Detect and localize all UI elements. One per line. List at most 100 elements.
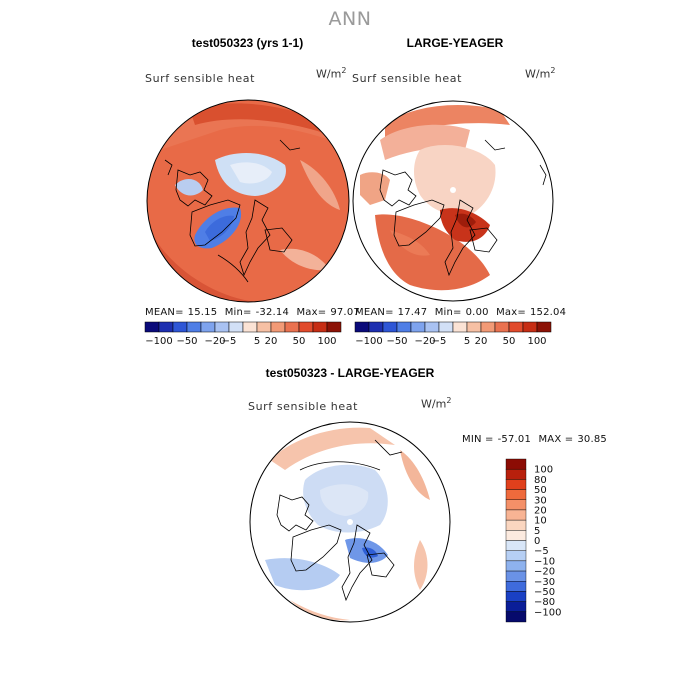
panel-1-colorbar-tick-label: 50	[293, 336, 306, 347]
panel-2-map-border	[352, 100, 554, 302]
panel-1-colorbar-tick-label: −50	[176, 336, 197, 347]
panel-1-colorbar-tick-label: 5	[254, 336, 260, 347]
panel-1-map	[147, 100, 349, 302]
panel-1-colorbar-swatch	[256, 321, 272, 333]
difference-colorbar-level-label: −80	[534, 597, 555, 608]
panel-2-colorbar-swatch	[480, 321, 496, 333]
panel-2-colorbar-swatch	[466, 321, 482, 333]
difference-colorbar-swatch	[505, 611, 527, 623]
difference-colorbar-level-label: 100	[534, 465, 553, 476]
panel-1-colorbar-swatch	[144, 321, 160, 333]
panel-2-map	[353, 101, 553, 301]
panel-1-colorbar-tick-label: −5	[222, 336, 237, 347]
panel-1-colorbar-swatch	[228, 321, 244, 333]
panel-2-units: W/m2	[525, 66, 556, 81]
panel-2-colorbar-swatch	[438, 321, 454, 333]
difference-colorbar-swatch	[505, 479, 527, 490]
panel-2-colorbar-swatch	[396, 321, 412, 333]
panel-2-variable: Surf sensible heat	[352, 72, 462, 85]
panel-1-colorbar-swatch	[214, 321, 230, 333]
panel-3-title: test050323 - LARGE-YEAGER	[265, 366, 435, 380]
panel-2-colorbar-swatch	[536, 321, 552, 333]
panel-2-colorbar-tick-label: 50	[503, 336, 516, 347]
panel-1-title: test050323 (yrs 1-1)	[191, 36, 304, 50]
panel-2-colorbar-swatch	[382, 321, 398, 333]
difference-colorbar-level-label: 0	[534, 536, 540, 547]
panel-1-colorbar: −100 −50 −20−5 5 20 50 100	[144, 321, 342, 347]
panel-2-colorbar-swatch	[508, 321, 524, 333]
panel-3-map-border	[249, 421, 451, 623]
panel-1-colorbar-swatch	[284, 321, 300, 333]
panel-2-title: LARGE-YEAGER	[406, 36, 504, 50]
panel-3-stats: MIN = -57.01 MAX = 30.85	[462, 434, 607, 445]
difference-colorbar-level-label: −5	[534, 546, 549, 557]
figure-title: ANN	[328, 8, 372, 30]
difference-colorbar-swatch	[505, 601, 527, 613]
panel-1-colorbar-swatch	[298, 321, 314, 333]
panel-1-stats: MEAN= 15.15 Min= -32.14 Max= 97.07	[145, 307, 360, 318]
panel-1-colorbar-swatch	[172, 321, 188, 333]
panel-1-map-border	[146, 99, 350, 303]
panel-2-colorbar-swatch	[354, 321, 370, 333]
difference-colorbar-level-label: −50	[534, 587, 555, 598]
panel-3-coastlines	[276, 439, 403, 602]
difference-colorbar-level-label: 5	[534, 526, 540, 537]
difference-colorbar-swatch	[505, 581, 527, 592]
difference-colorbar-swatch	[505, 519, 527, 531]
panel-2-colorbar-swatch	[452, 321, 468, 333]
difference-colorbar-swatch	[505, 468, 527, 480]
panel-2-colorbar-tick-label: −50	[386, 336, 407, 347]
panel-2-colorbar-swatch	[368, 321, 384, 333]
panel-2-colorbar-tick-label: 20	[475, 336, 488, 347]
difference-colorbar-level-label: −20	[534, 567, 555, 578]
panel-2-colorbar-swatch	[424, 321, 440, 333]
panel-3-units: W/m2	[421, 396, 452, 411]
panel-3-pole-marker	[347, 519, 353, 525]
panel-2-coastlines	[379, 139, 547, 277]
panel-2-colorbar-tick-label: −5	[432, 336, 447, 347]
difference-colorbar-swatch	[505, 591, 527, 602]
panel-2-stats: MEAN= 17.47 Min= 0.00 Max= 152.04	[355, 307, 567, 318]
panel-1-variable: Surf sensible heat	[145, 72, 255, 85]
panel-1-colorbar-swatch	[200, 321, 216, 333]
difference-colorbar-level-label: 20	[534, 505, 547, 516]
panel-3-variable: Surf sensible heat	[248, 400, 358, 413]
difference-colorbar-swatch	[505, 570, 527, 582]
panel-1-colorbar-swatch	[270, 321, 286, 333]
panel-1-colorbar-swatch	[326, 321, 342, 333]
panel-2-colorbar-tick-label: 5	[464, 336, 470, 347]
panel-2-colorbar-tick-label: −20	[414, 336, 435, 347]
difference-colorbar-swatch	[505, 458, 527, 470]
difference-colorbar-swatch	[505, 489, 527, 500]
panel-2-colorbar-swatch	[522, 321, 538, 333]
difference-colorbar-level-label: 30	[534, 495, 547, 506]
panel-1-colorbar-tick-label: −100	[145, 336, 172, 347]
difference-colorbar-level-label: 50	[534, 485, 547, 496]
panel-1-coastlines	[164, 139, 301, 283]
panel-2-colorbar: −100 −50 −20−5 5 20 50 100	[354, 321, 552, 347]
difference-colorbar-level-label: −30	[534, 577, 555, 588]
panel-1-colorbar-swatch	[158, 321, 174, 333]
difference-colorbar-swatch	[505, 499, 527, 511]
difference-colorbar-level-label: −10	[534, 556, 555, 567]
panel-1-colorbar-swatch	[312, 321, 328, 333]
panel-2-colorbar-swatch	[494, 321, 510, 333]
difference-colorbar-level-label: 80	[534, 475, 547, 486]
panel-1-colorbar-swatch	[186, 321, 202, 333]
difference-colorbar-level-label: 10	[534, 516, 547, 527]
difference-colorbar-swatch	[505, 550, 527, 562]
panel-2-colorbar-tick-label: −100	[355, 336, 382, 347]
panel-1-colorbar-tick-label: 20	[265, 336, 278, 347]
difference-colorbar-swatch	[505, 560, 527, 572]
panel-1-colorbar-tick-label: 100	[317, 336, 336, 347]
difference-colorbar-swatch	[505, 540, 527, 551]
difference-colorbar-swatch	[505, 509, 527, 521]
panel-2-pole-marker	[450, 187, 456, 193]
difference-colorbar-level-label: −100	[534, 607, 561, 618]
panel-2-colorbar-tick-label: 100	[527, 336, 546, 347]
panel-2-colorbar-swatch	[410, 321, 426, 333]
difference-colorbar-swatch	[505, 530, 527, 541]
